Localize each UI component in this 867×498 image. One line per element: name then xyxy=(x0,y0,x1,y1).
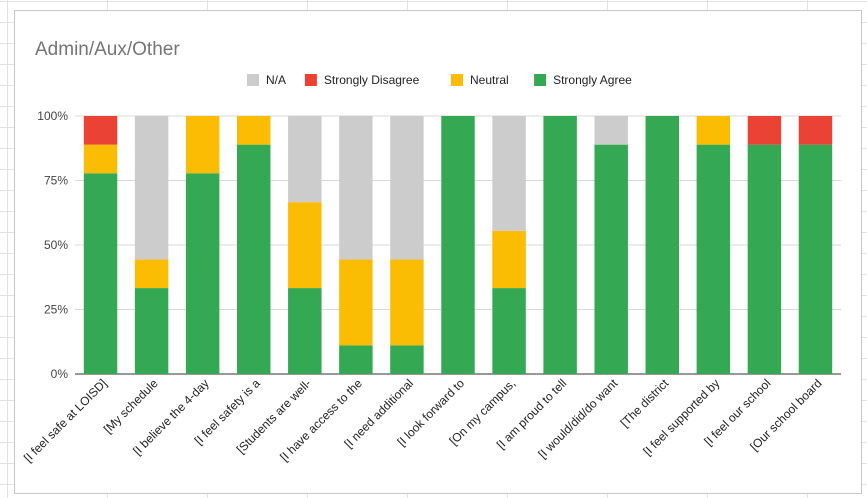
legend-label-strongly-agree: Strongly Agree xyxy=(553,73,632,87)
y-tick-label-0: 0% xyxy=(51,367,69,381)
bar-strongly-agree-6 xyxy=(339,345,373,374)
bar-n-a-2 xyxy=(134,116,169,260)
bar-n-a-11 xyxy=(594,116,628,145)
stacked-bar-chart: Admin/Aux/Other N/A Strongly Disagree Neut… xyxy=(21,39,841,465)
bar-strongly-disagree-15 xyxy=(798,116,833,145)
bar-n-a-7 xyxy=(390,116,424,260)
bar-strongly-agree-15 xyxy=(798,144,833,374)
bar-strongly-agree-1 xyxy=(83,173,118,374)
bar-neutral-5 xyxy=(288,202,322,289)
bars xyxy=(83,116,833,374)
x-tick-label-1: [I feel safe at LOISD] xyxy=(21,376,110,465)
bar-strongly-agree-2 xyxy=(134,288,169,374)
bar-neutral-1 xyxy=(83,144,118,174)
bar-neutral-7 xyxy=(390,259,424,346)
legend-label-neutral: Neutral xyxy=(470,73,509,87)
bar-n-a-5 xyxy=(288,116,322,203)
legend-swatch-neutral xyxy=(451,74,463,86)
bar-neutral-9 xyxy=(492,230,526,289)
bar-neutral-3 xyxy=(185,116,220,174)
bar-neutral-6 xyxy=(339,259,373,346)
legend-label-strongly-disagree: Strongly Disagree xyxy=(324,73,420,87)
legend-swatch-n-a xyxy=(247,74,259,86)
bar-strongly-agree-10 xyxy=(543,116,577,374)
legend-swatch-strongly-disagree xyxy=(304,74,317,86)
chart-title: Admin/Aux/Other xyxy=(35,39,180,60)
bar-neutral-13 xyxy=(696,116,731,145)
bar-strongly-agree-11 xyxy=(594,144,628,374)
y-tick-label-1: 25% xyxy=(44,303,68,317)
x-axis-ticks: [I feel safe at LOISD][My schedule[I bel… xyxy=(21,376,825,465)
bar-strongly-agree-3 xyxy=(185,173,220,374)
bar-strongly-agree-8 xyxy=(441,116,475,374)
chart-card[interactable]: Admin/Aux/Other N/A Strongly Disagree Neut… xyxy=(14,10,862,494)
bar-strongly-agree-14 xyxy=(747,144,782,374)
bar-neutral-2 xyxy=(134,259,169,289)
bar-strongly-disagree-1 xyxy=(83,116,118,145)
bar-strongly-agree-9 xyxy=(492,288,526,374)
bar-n-a-6 xyxy=(339,116,373,260)
y-tick-label-4: 100% xyxy=(37,109,68,123)
y-axis-ticks: 0% 25% 50% 75% 100% xyxy=(37,109,68,381)
bar-neutral-4 xyxy=(237,116,271,145)
y-tick-label-2: 50% xyxy=(44,238,68,252)
bar-strongly-agree-5 xyxy=(288,288,322,374)
chart-legend: N/A Strongly Disagree Neutral Strongly Agre… xyxy=(247,73,632,87)
y-tick-label-3: 75% xyxy=(44,174,68,188)
bar-strongly-disagree-14 xyxy=(747,116,782,145)
bar-strongly-agree-4 xyxy=(237,144,271,374)
bar-strongly-agree-7 xyxy=(390,345,424,374)
bar-strongly-agree-13 xyxy=(696,144,731,374)
bar-strongly-agree-12 xyxy=(645,116,679,374)
legend-label-n-a: N/A xyxy=(266,73,286,87)
x-tick-label-12: [The district xyxy=(618,376,672,430)
bar-n-a-9 xyxy=(492,116,526,231)
legend-swatch-strongly-agree xyxy=(534,74,547,86)
